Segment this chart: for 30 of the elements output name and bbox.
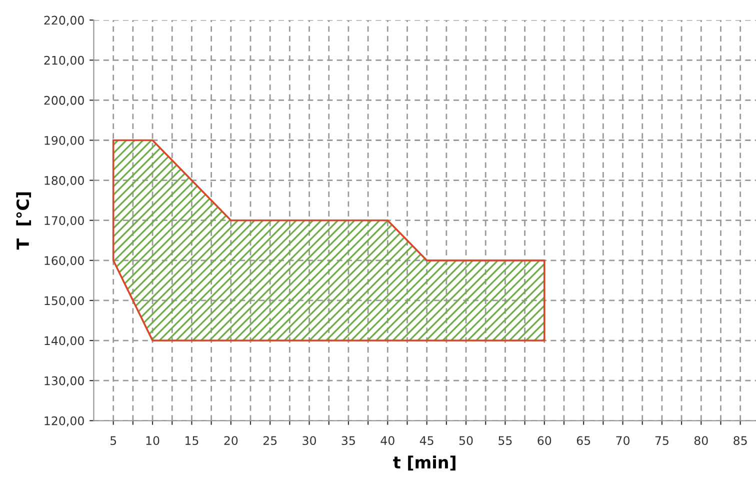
x-tick-label: 70 <box>616 436 630 446</box>
x-tick-label: 55 <box>498 436 512 446</box>
x-tick-label: 30 <box>302 436 316 446</box>
x-tick-label: 60 <box>538 436 552 446</box>
y-tick-label: 190,00 <box>44 136 84 146</box>
y-tick-label: 220,00 <box>44 16 84 26</box>
x-tick-label: 50 <box>459 436 473 446</box>
y-tick-label: 170,00 <box>44 216 84 226</box>
x-tick-label: 10 <box>146 436 160 446</box>
x-tick-label: 65 <box>576 436 590 446</box>
x-axis-title: t [min] <box>393 456 456 471</box>
x-tick-label: 5 <box>110 436 116 446</box>
y-tick-label: 150,00 <box>44 296 84 306</box>
x-tick-label: 15 <box>185 436 198 446</box>
y-axis-title: T [°C] <box>16 192 32 250</box>
y-tick-label: 120,00 <box>44 416 84 426</box>
x-tick-label: 45 <box>420 436 434 446</box>
y-tick-label: 210,00 <box>44 56 84 66</box>
x-tick-label: 35 <box>342 436 355 446</box>
y-tick-label: 140,00 <box>44 336 84 346</box>
x-tick-label: 75 <box>655 436 668 446</box>
x-tick-label: 40 <box>380 436 394 446</box>
x-tick-label: 80 <box>694 436 708 446</box>
y-tick-label: 180,00 <box>44 176 84 186</box>
y-tick-label: 130,00 <box>44 376 84 386</box>
x-tick-label: 25 <box>263 436 277 446</box>
x-tick-label: 85 <box>734 436 747 446</box>
y-tick-label: 160,00 <box>44 256 84 266</box>
x-tick-label: 20 <box>224 436 238 446</box>
y-tick-label: 200,00 <box>44 96 84 106</box>
